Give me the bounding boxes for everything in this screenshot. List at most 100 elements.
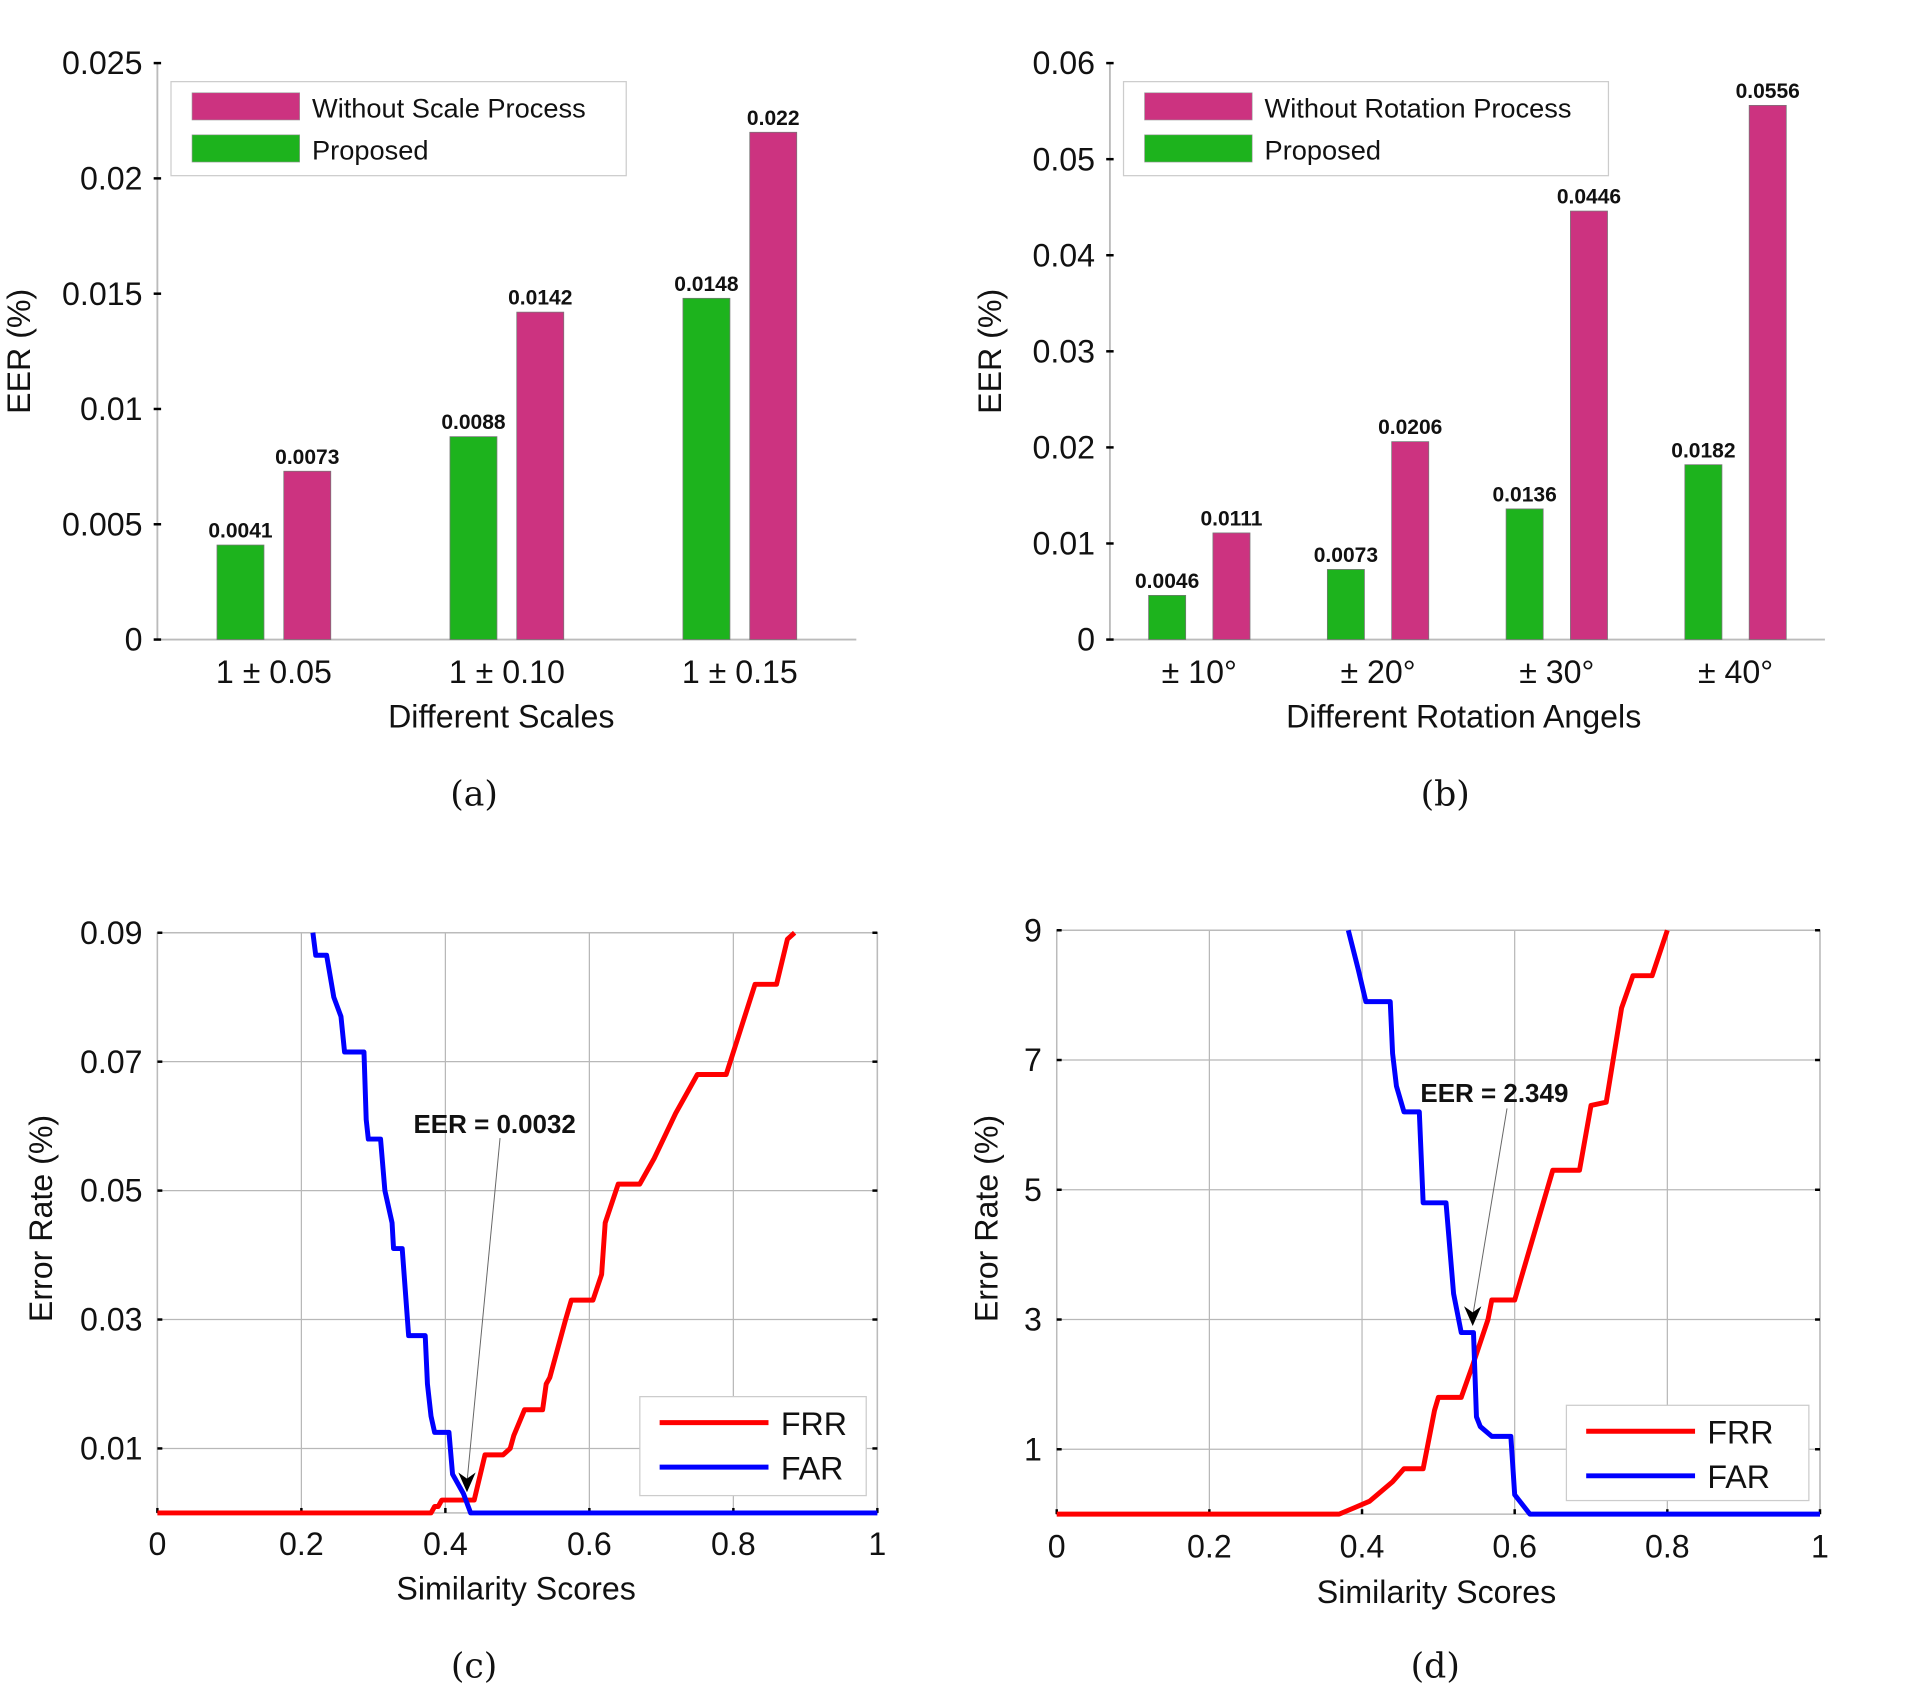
data-label: 0.022: [747, 107, 800, 130]
x-tick-label: 0.8: [711, 1526, 756, 1562]
legend-label: Proposed: [1265, 135, 1381, 166]
annotation-arrow-icon: [1464, 1306, 1482, 1327]
x-tick-label: 0: [1048, 1528, 1066, 1564]
annotation-text: EER = 0.0032: [413, 1109, 575, 1139]
y-tick-label: 0.005: [62, 506, 142, 542]
y-tick-label: 1: [1024, 1431, 1042, 1467]
annotation-text: EER = 2.349: [1420, 1078, 1568, 1108]
x-axis-label: Similarity Scores: [1317, 1574, 1556, 1610]
y-tick-label: 0.07: [80, 1044, 143, 1080]
y-tick-label: 0.05: [1032, 141, 1095, 177]
bar-proposed: [449, 436, 498, 640]
data-label: 0.0073: [275, 446, 339, 469]
y-tick-label: 0.01: [80, 391, 143, 427]
subfigure-caption: (c): [451, 1646, 497, 1686]
bar-proposed: [1148, 594, 1187, 640]
y-tick-label: 0.02: [1032, 430, 1095, 466]
axes-box: [1055, 929, 1821, 1515]
bar-proposed: [682, 297, 731, 640]
legend-label: Without Scale Process: [312, 93, 586, 124]
y-tick-label: 0.015: [62, 276, 142, 312]
x-tick-label: ± 10°: [1162, 654, 1237, 690]
annotation-line: [466, 1138, 501, 1483]
bar-without-scale-process: [749, 131, 798, 640]
legend-label: FAR: [1707, 1459, 1770, 1495]
bar-without-rotation-process: [1570, 210, 1608, 640]
data-label: 0.0206: [1378, 416, 1442, 439]
series-far: [1345, 929, 1820, 1517]
bar-without-rotation-process: [1748, 104, 1787, 640]
x-tick-label: 0.6: [567, 1526, 612, 1562]
legend-swatch: [191, 134, 300, 163]
y-tick-label: 0.01: [80, 1431, 143, 1467]
y-axis-label: EER (%): [1, 289, 37, 414]
y-tick-label: 0.09: [80, 915, 143, 951]
x-axis-label: Similarity Scores: [396, 1571, 635, 1607]
bar-without-scale-process: [283, 470, 332, 640]
y-tick-label: 9: [1024, 912, 1042, 948]
chart-d: 0 0.2 0.4 0.6 0.8 1 1 3 5 7 9 EER = 2.349 FRR FAR Simi…: [968, 912, 1829, 1686]
y-tick-label: 0.01: [1032, 526, 1095, 562]
y-tick-label: 3: [1024, 1302, 1042, 1338]
x-axis-label: Different Scales: [388, 698, 614, 734]
bar-proposed: [1505, 508, 1544, 640]
legend-label: Without Rotation Process: [1265, 93, 1572, 124]
legend: Without Scale Process Proposed: [170, 81, 627, 177]
y-tick-label: 0.02: [80, 161, 143, 197]
annotation-line: [1472, 1108, 1508, 1317]
bar-proposed: [216, 544, 265, 640]
x-tick-label: 0: [148, 1526, 166, 1562]
data-label: 0.0111: [1200, 507, 1262, 530]
y-tick-label: 0: [125, 622, 143, 658]
x-tick-label: ± 40°: [1698, 654, 1773, 690]
x-tick-label: ± 30°: [1519, 654, 1594, 690]
x-tick-label: 1: [868, 1526, 886, 1562]
x-tick-label: 1 ± 0.15: [682, 654, 798, 690]
bar-without-rotation-process: [1212, 532, 1251, 640]
data-label: 0.0556: [1736, 80, 1800, 103]
bar-proposed: [1326, 569, 1365, 640]
y-tick-label: 0: [1077, 622, 1095, 658]
x-tick-label: 1 ± 0.10: [449, 654, 565, 690]
data-label: 0.0446: [1557, 186, 1621, 209]
legend-swatch: [1144, 92, 1253, 121]
y-tick-label: 0.03: [80, 1302, 143, 1338]
legend-swatch: [1144, 134, 1253, 163]
x-tick-label: 0.4: [1340, 1528, 1385, 1564]
legend-swatch: [191, 92, 300, 121]
chart-c: 0 0.2 0.4 0.6 0.8 1 0.01 0.03 0.05 0.07 0.09 EER = …: [23, 915, 886, 1687]
x-tick-label: 0.4: [423, 1526, 468, 1562]
subfigure-caption: (d): [1411, 1646, 1460, 1686]
legend-box: [1565, 1404, 1810, 1502]
legend: FRR FAR: [639, 1396, 867, 1497]
legend-label: FAR: [781, 1451, 844, 1487]
y-tick-label: 7: [1024, 1042, 1042, 1078]
x-axis-label: Different Rotation Angels: [1286, 698, 1641, 734]
y-axis-label: Error Rate (%): [968, 1115, 1004, 1322]
legend-label: FRR: [1707, 1415, 1773, 1451]
data-label: 0.0142: [508, 287, 572, 310]
chart-a: 0 0.005 0.01 0.015 0.02 0.025 1 ± 0.05 0.0041 0.…: [1, 45, 857, 814]
y-axis-label: EER (%): [972, 289, 1008, 414]
bar-without-rotation-process: [1391, 441, 1430, 640]
data-label: 0.0073: [1314, 544, 1378, 567]
data-label: 0.0182: [1671, 439, 1735, 462]
subfigure-caption: (a): [450, 774, 498, 814]
x-tick-label: 1: [1811, 1528, 1829, 1564]
y-tick-label: 5: [1024, 1172, 1042, 1208]
bar-without-scale-process: [516, 311, 565, 640]
data-label: 0.0046: [1135, 570, 1199, 593]
x-tick-label: 0.8: [1645, 1528, 1690, 1564]
x-tick-label: 0.2: [279, 1526, 324, 1562]
x-tick-label: 0.6: [1492, 1528, 1537, 1564]
data-label: 0.0088: [441, 411, 506, 434]
annotation-arrow-icon: [458, 1472, 476, 1493]
legend-label: FRR: [781, 1406, 847, 1442]
y-tick-label: 0.025: [62, 45, 142, 81]
series-far: [310, 932, 878, 1516]
x-tick-label: 0.2: [1187, 1528, 1232, 1564]
legend-label: Proposed: [312, 135, 428, 166]
y-tick-label: 0.06: [1032, 45, 1095, 81]
chart-b: 0 0.01 0.02 0.03 0.04 0.05 0.06 ± 10° 0.0046 0.01…: [972, 45, 1825, 814]
